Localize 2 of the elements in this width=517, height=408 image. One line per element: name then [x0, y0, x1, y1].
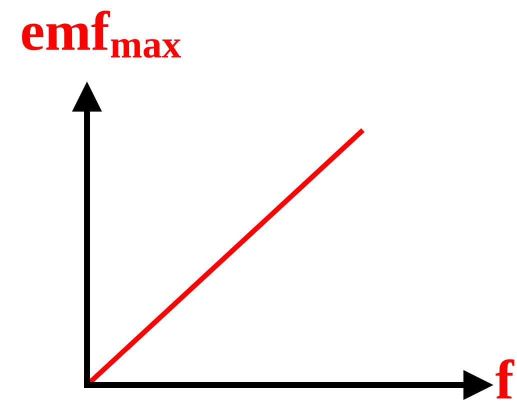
x-axis-title: f [496, 359, 514, 398]
y-axis-title: emf$_{max}$ [22, 10, 182, 58]
